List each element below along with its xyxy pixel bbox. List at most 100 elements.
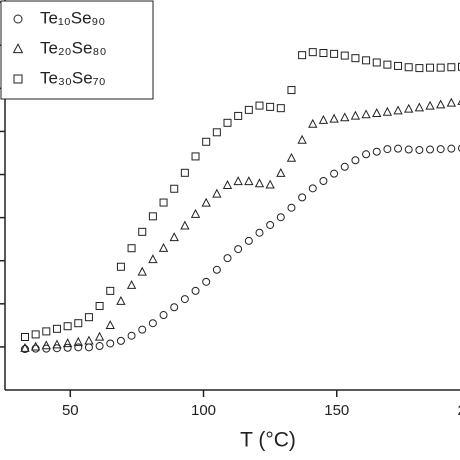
marker-square [308, 48, 317, 57]
marker-square [436, 63, 445, 72]
marker-square [84, 313, 93, 322]
x-tick-label: 200 [457, 402, 460, 419]
marker-circle [127, 331, 136, 340]
marker-circle [20, 345, 29, 354]
marker-square [372, 58, 381, 67]
marker-circle [116, 336, 125, 345]
marker-circle [436, 145, 445, 154]
marker-square [298, 51, 307, 60]
marker-circle [212, 265, 221, 274]
marker-circle [404, 145, 413, 154]
marker-square [95, 301, 104, 310]
marker-circle [319, 176, 328, 185]
marker-square [116, 262, 125, 271]
marker-circle [95, 342, 104, 351]
marker-circle [106, 339, 115, 348]
marker-circle [223, 254, 232, 263]
marker-square [106, 286, 115, 295]
marker-circle [362, 150, 371, 159]
marker-circle [415, 145, 424, 154]
marker-square [31, 330, 40, 339]
marker-circle [426, 145, 435, 154]
marker-circle [191, 286, 200, 295]
marker-square [415, 64, 424, 73]
marker-triangle [137, 266, 147, 276]
marker-circle [340, 162, 349, 171]
marker-circle [330, 169, 339, 178]
marker-square [212, 128, 221, 137]
marker-triangle [446, 97, 457, 107]
marker-triangle [297, 134, 307, 144]
marker-circle [202, 277, 211, 286]
marker-circle [13, 14, 23, 24]
marker-triangle [244, 176, 254, 186]
marker-square [180, 168, 189, 177]
marker-triangle [425, 100, 435, 110]
marker-circle [74, 343, 83, 352]
marker-square [13, 74, 23, 84]
marker-triangle [62, 338, 73, 348]
marker-square [394, 61, 403, 70]
legend-box [0, 0, 154, 100]
marker-triangle [404, 103, 414, 113]
marker-triangle [52, 339, 62, 349]
marker-square [255, 101, 264, 110]
marker-square [351, 54, 360, 63]
marker-triangle [201, 197, 211, 207]
marker-triangle [414, 102, 425, 112]
marker-triangle [126, 280, 137, 289]
marker-triangle [393, 105, 403, 115]
marker-square [234, 111, 243, 120]
marker-triangle [73, 336, 83, 346]
marker-square [202, 137, 211, 146]
marker-square [223, 118, 232, 127]
x-tick-label: 100 [191, 402, 216, 419]
marker-triangle [41, 340, 51, 350]
marker-circle [351, 156, 360, 165]
marker-circle [234, 245, 243, 254]
marker-triangle [84, 335, 94, 345]
marker-circle [180, 295, 189, 304]
marker-triangle [222, 180, 233, 189]
marker-square [52, 324, 61, 333]
x-tick-label: 50 [62, 402, 79, 419]
marker-triangle [12, 43, 24, 54]
marker-triangle [361, 109, 371, 119]
marker-triangle [350, 110, 361, 120]
marker-square [63, 322, 72, 331]
marker-circle [458, 144, 460, 152]
marker-triangle [233, 176, 243, 186]
marker-triangle [265, 179, 275, 189]
legend-label: Te₃₀Se₇₀ [40, 68, 106, 87]
marker-square [319, 49, 328, 58]
marker-triangle [30, 341, 41, 351]
marker-triangle [329, 113, 339, 123]
marker-triangle [94, 331, 105, 341]
marker-square [42, 327, 51, 336]
marker-triangle [276, 167, 286, 177]
marker-triangle [254, 178, 265, 188]
marker-square [159, 198, 168, 207]
marker-circle [372, 147, 381, 156]
marker-square [148, 212, 157, 221]
marker-triangle [158, 242, 169, 252]
marker-triangle [116, 295, 126, 305]
marker-circle [276, 213, 285, 222]
marker-circle [287, 203, 296, 212]
marker-circle [266, 220, 275, 229]
marker-square [404, 63, 413, 72]
marker-triangle [286, 152, 297, 162]
marker-circle [148, 319, 157, 328]
marker-square [74, 319, 83, 328]
marker-circle [244, 236, 253, 245]
marker-triangle [169, 232, 179, 242]
marker-square [138, 227, 147, 236]
marker-triangle [436, 99, 446, 109]
marker-square [191, 152, 200, 161]
legend-label: Te₂₀Se₈₀ [40, 38, 107, 57]
marker-triangle [318, 114, 329, 124]
marker-triangle [105, 320, 115, 330]
marker-circle [383, 145, 392, 154]
marker-circle [138, 325, 147, 334]
